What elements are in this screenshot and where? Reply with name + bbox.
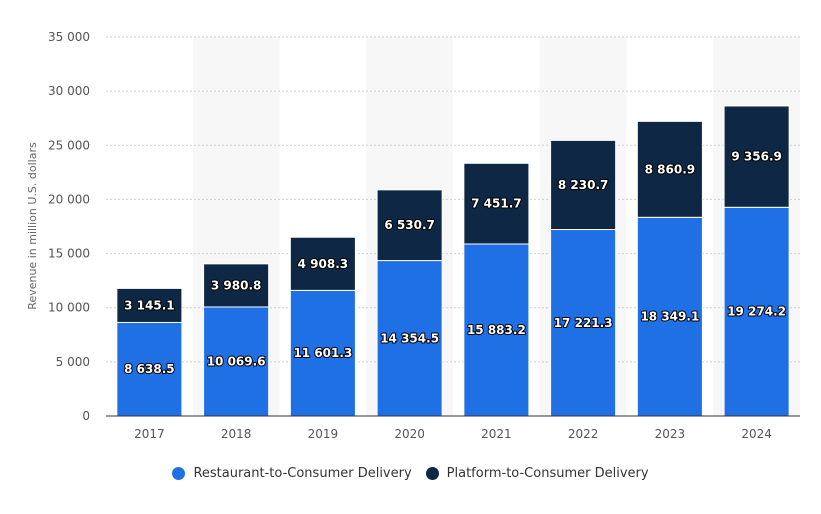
data-label-restaurant-2017: 8 638.5	[124, 362, 174, 376]
x-tick-label-2017: 2017	[134, 427, 165, 441]
bar-platform-2019[interactable]	[289, 236, 356, 291]
data-label-platform-2018: 3 980.8	[211, 278, 261, 292]
bar-restaurant-2020[interactable]	[376, 260, 443, 417]
x-tick-label-2021: 2021	[481, 427, 512, 441]
bar-restaurant-2017[interactable]	[116, 321, 183, 417]
x-tick-label-2020: 2020	[394, 427, 425, 441]
data-label-platform-2021: 7 451.7	[471, 197, 521, 211]
y-axis-label: Revenue in million U.S. dollars	[26, 142, 39, 310]
y-tick-label: 20 000	[48, 192, 90, 206]
data-label-restaurant-2020: 14 354.5	[380, 331, 439, 345]
y-tick-label: 0	[82, 409, 90, 423]
y-tick-label: 30 000	[48, 84, 90, 98]
y-tick-label: 5 000	[56, 355, 90, 369]
y-tick-label: 35 000	[48, 30, 90, 44]
data-label-platform-2022: 8 230.7	[558, 178, 608, 192]
x-tick-label-2018: 2018	[221, 427, 252, 441]
data-label-platform-2017: 3 145.1	[124, 298, 174, 312]
data-labels: 8 638.5 3 145.1 10 069.6 3 980.8 11 601.3 4 9…	[123, 149, 787, 378]
y-tick-label: 15 000	[48, 247, 90, 261]
y-tick-label: 10 000	[48, 301, 90, 315]
x-tick-label-2022: 2022	[568, 427, 599, 441]
x-tick-label-2023: 2023	[655, 427, 686, 441]
legend-swatch-platform	[425, 467, 439, 480]
bar-restaurant-2022[interactable]	[550, 229, 617, 417]
bar-platform-2020[interactable]	[376, 189, 443, 262]
bar-platform-2021[interactable]	[463, 162, 530, 245]
data-label-restaurant-2021: 15 883.2	[467, 323, 526, 337]
data-label-restaurant-2019: 11 601.3	[293, 346, 352, 360]
data-label-restaurant-2024: 19 274.2	[727, 305, 786, 319]
data-label-platform-2020: 6 530.7	[384, 218, 434, 232]
data-label-platform-2024: 9 356.9	[731, 150, 781, 164]
data-label-platform-2023: 8 860.9	[645, 162, 695, 176]
legend-item-platform[interactable]: Platform-to-Consumer Delivery	[425, 466, 649, 481]
legend-label-restaurant: Restaurant-to-Consumer Delivery	[193, 466, 412, 481]
data-label-platform-2019: 4 908.3	[298, 257, 348, 271]
data-label-restaurant-2018: 10 069.6	[207, 354, 266, 368]
x-tick-label-2024: 2024	[741, 427, 772, 441]
x-axis-ticks: 2017 2018 2019 2020 2021 2022 2023 2024	[134, 427, 772, 441]
y-tick-label: 25 000	[48, 138, 90, 152]
legend: Restaurant-to-Consumer Delivery Platform…	[0, 466, 821, 481]
legend-swatch-restaurant	[172, 467, 186, 480]
bars	[116, 105, 790, 417]
x-tick-label-2019: 2019	[308, 427, 339, 441]
y-axis-ticks: 0 5 000 10 000 15 000 20 000 25 000 30 000 35 0…	[48, 30, 90, 423]
bar-platform-2018[interactable]	[203, 263, 270, 308]
legend-item-restaurant[interactable]: Restaurant-to-Consumer Delivery	[172, 466, 412, 481]
bar-platform-2024[interactable]	[723, 105, 790, 208]
data-label-restaurant-2022: 17 221.3	[554, 316, 613, 330]
bar-platform-2023[interactable]	[636, 120, 703, 218]
bar-platform-2022[interactable]	[550, 139, 617, 231]
legend-label-platform: Platform-to-Consumer Delivery	[446, 466, 649, 481]
bar-platform-2017[interactable]	[116, 287, 183, 323]
data-label-restaurant-2023: 18 349.1	[640, 310, 699, 324]
